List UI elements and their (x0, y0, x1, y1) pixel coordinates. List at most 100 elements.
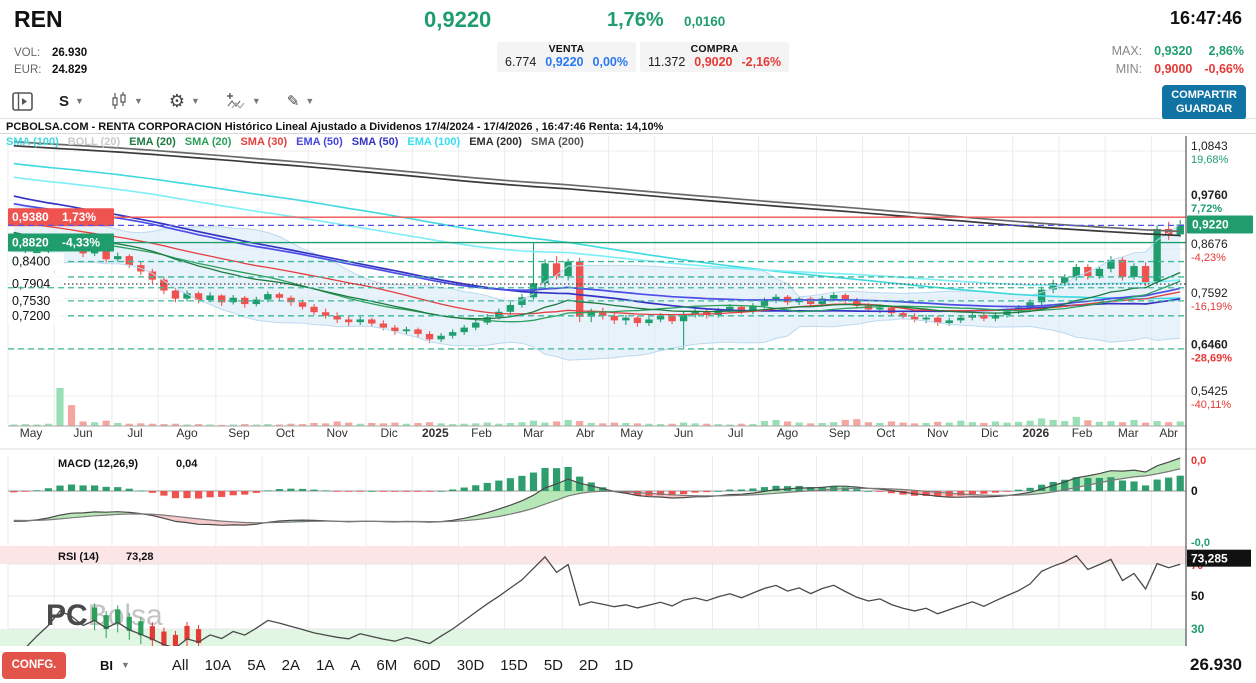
candle (887, 307, 896, 314)
pcbolsa-watermark: PCBolsa (46, 599, 163, 632)
macd-histogram-bar (633, 491, 642, 496)
range-button-6m[interactable]: 6M (376, 656, 398, 674)
volume-bar (1084, 420, 1092, 426)
legend-item[interactable]: EMA (20) (129, 136, 176, 148)
min-label: MIN: (1115, 62, 1143, 76)
macd-histogram-bar (934, 491, 942, 497)
range-button-5d[interactable]: 5D (543, 656, 564, 674)
range-button-2a[interactable]: 2A (281, 656, 301, 674)
range-button-30d[interactable]: 30D (456, 656, 485, 674)
macd-histogram-bar (749, 488, 757, 491)
candle (275, 294, 284, 298)
range-button-1d[interactable]: 1D (614, 656, 634, 674)
ema-50 (13, 202, 1181, 308)
volume-bar (957, 420, 965, 426)
x-axis-month-label: Dic (380, 426, 397, 440)
macd-histogram-bar (356, 491, 364, 492)
config-button[interactable]: CONFG. (2, 651, 66, 679)
y-axis-pct-label: -28,69% (1191, 352, 1232, 364)
legend-item[interactable]: SMA (30) (240, 136, 288, 148)
volume-bar (391, 422, 399, 426)
volume-bar (980, 422, 988, 426)
volume-bar (1003, 422, 1011, 426)
macd-histogram-bar (437, 490, 445, 492)
range-button-60d[interactable]: 60D (413, 656, 441, 674)
ema-100 (13, 176, 1181, 286)
candle (1141, 266, 1150, 283)
volume-bar (818, 422, 826, 426)
x-axis-month-label: 2025 (422, 426, 449, 440)
macd-histogram-bar (541, 467, 549, 491)
range-button-5a[interactable]: 5A (247, 656, 266, 674)
volume-bar (772, 419, 780, 426)
volume-bar (298, 424, 307, 426)
volume-bar (1118, 422, 1127, 426)
volume-bar (125, 423, 133, 426)
candle (252, 299, 261, 305)
candle (726, 306, 734, 311)
legend-item[interactable]: SMA (100) (6, 136, 59, 148)
candle (714, 310, 722, 315)
range-button-10a[interactable]: 10A (204, 656, 232, 674)
volume-bar (102, 420, 110, 426)
candle (310, 306, 318, 313)
range-button-1a[interactable]: 1A (316, 656, 335, 674)
y-axis-price-label: 1,0843 (1191, 139, 1228, 153)
panel-toggle-button[interactable] (12, 91, 33, 111)
volume-bar (321, 423, 330, 426)
range-button-all[interactable]: All (171, 656, 189, 674)
current-price-chip: 0,9220 (1192, 217, 1229, 231)
candle (772, 296, 780, 301)
x-axis-month-label: Ago (176, 426, 198, 440)
legend-item[interactable]: SMA (20) (184, 136, 232, 148)
price-chart-canvas[interactable]: May Jun Jul Ago Sep Oct Nov Dic 2025 Feb Mar Abr May… (0, 119, 1256, 646)
legend-item[interactable]: EMA (100) (407, 136, 461, 148)
add-indicator-menu[interactable]: ▼ (226, 92, 261, 110)
legend-item[interactable]: EMA (50) (296, 136, 343, 148)
x-axis-month-label: Nov (326, 426, 347, 440)
share-save-button[interactable]: COMPARTIR GUARDAR (1162, 85, 1246, 120)
legend-item[interactable]: SMA (200) (530, 136, 584, 148)
y-axis-pct-label: -4,23% (1191, 252, 1226, 264)
rsi-start-bar (184, 625, 190, 640)
legend-item[interactable]: EMA (200) (469, 136, 522, 148)
share-label: COMPARTIR (1171, 89, 1237, 101)
x-axis-month-label: Abr (1159, 426, 1178, 440)
settings-menu[interactable]: ⚙ ▼ (169, 92, 200, 110)
range-button-15d[interactable]: 15D (500, 656, 528, 674)
chart-title: PCBOLSA.COM - RENTA CORPORACION Históric… (0, 119, 1256, 134)
chart-type-selector[interactable]: ▼ (110, 92, 143, 110)
volume-bar (518, 422, 526, 426)
legend-item[interactable]: SMA (50) (351, 136, 399, 148)
min-pct: -0,66% (1204, 62, 1244, 76)
candle (217, 295, 226, 303)
x-axis-month-label: Feb (1072, 426, 1093, 440)
macd-band (498, 505, 511, 517)
x-axis-month-label: Jul (127, 426, 142, 440)
macd-histogram-bar (668, 491, 676, 496)
legend-item[interactable]: BOLL (20) (67, 136, 121, 148)
market-selector[interactable]: BI ▼ (100, 658, 130, 673)
chevron-down-icon: ▼ (305, 96, 315, 106)
candle (356, 319, 364, 323)
range-button-2d[interactable]: 2D (579, 656, 599, 674)
candle (957, 317, 965, 321)
candle (1107, 259, 1115, 269)
max-value: 0,9320 (1154, 44, 1193, 58)
candlestick-icon (112, 92, 126, 109)
draw-tools-menu[interactable]: ✎ ▼ (287, 94, 315, 109)
range-button-a[interactable]: A (350, 656, 361, 674)
x-axis-month-label: Ago (777, 426, 799, 440)
price-level-label: 0,7904 (12, 277, 50, 291)
candle (368, 319, 376, 324)
volume-bar (633, 423, 642, 426)
candle (183, 293, 191, 299)
volume-bar (414, 422, 422, 426)
change-absolute: 0,0160 (684, 14, 726, 29)
interval-selector[interactable]: S ▼ (59, 93, 84, 110)
x-axis-month-label: 2026 (1023, 426, 1050, 440)
y-axis-price-label: 0,8676 (1191, 237, 1228, 251)
svg-text:1,73%: 1,73% (62, 210, 96, 224)
macd-histogram-bar (818, 486, 826, 491)
